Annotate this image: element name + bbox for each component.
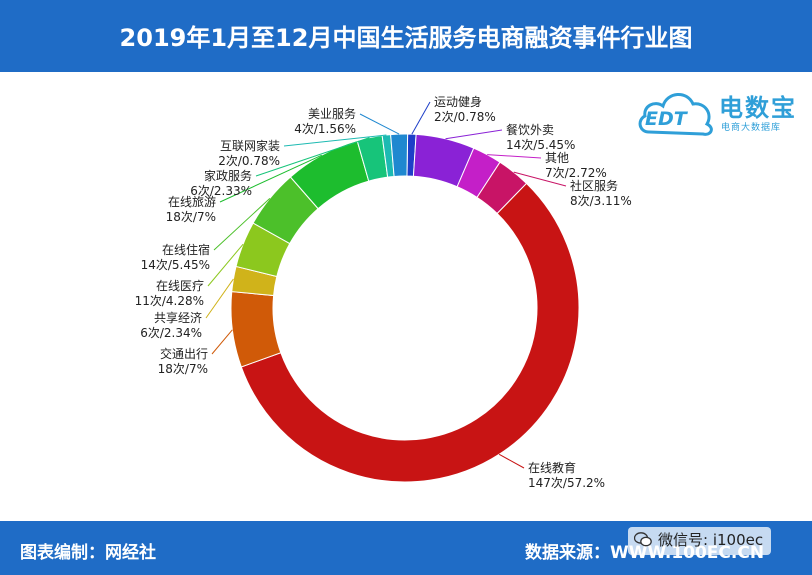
donut-chart: 运动健身2次/0.78%餐饮外卖14次/5.45%其他7次/2.72%社区服务8… xyxy=(135,94,632,490)
slice-label-name-6: 共享经济 xyxy=(154,310,202,325)
leader-line-4 xyxy=(498,453,525,469)
wechat-id: 微信号: i100ec xyxy=(658,531,764,549)
slice-label-value-12: 4次/1.56% xyxy=(294,122,356,136)
leader-line-7 xyxy=(207,243,244,287)
slice-label-name-10: 家政服务 xyxy=(204,168,252,183)
logo-mark: EDT xyxy=(645,108,687,130)
edt-logo: EDT 电数宝 电商大数据库 xyxy=(635,84,805,140)
leader-line-10 xyxy=(255,137,370,177)
slice-label-name-7: 在线医疗 xyxy=(156,279,204,293)
slice-label-value-5: 18次/7% xyxy=(158,362,208,376)
slice-label-name-0: 运动健身 xyxy=(434,94,482,109)
wechat-watermark: 微信号: i100ec xyxy=(628,527,772,555)
slice-label-value-1: 14次/5.45% xyxy=(506,138,575,152)
slice-label-name-9: 在线旅游 xyxy=(168,195,216,209)
slice-5 xyxy=(230,291,282,368)
slice-label-value-11: 2次/0.78% xyxy=(218,154,280,168)
slice-label-name-12: 美业服务 xyxy=(308,106,356,121)
leader-line-2 xyxy=(487,154,542,159)
slice-label-value-0: 2次/0.78% xyxy=(434,110,496,124)
chart-title: 2019年1月至12月中国生活服务电商融资事件行业图 xyxy=(119,24,693,52)
logo-brand: 电数宝 xyxy=(719,94,797,122)
slice-label-value-7: 11次/4.28% xyxy=(135,294,204,308)
slice-label-value-9: 18次/7% xyxy=(166,210,216,224)
leader-line-11 xyxy=(283,134,387,147)
slice-label-name-2: 其他 xyxy=(545,151,569,165)
leader-line-5 xyxy=(211,329,233,355)
slice-label-name-3: 社区服务 xyxy=(570,178,618,193)
slice-label-value-10: 6次/2.33% xyxy=(190,184,252,198)
slice-4 xyxy=(240,182,580,483)
leader-line-3 xyxy=(513,171,567,187)
leader-line-8 xyxy=(213,198,271,251)
slice-label-name-11: 互联网家装 xyxy=(220,138,280,153)
slice-label-value-6: 6次/2.34% xyxy=(140,326,202,340)
leader-line-12 xyxy=(359,113,400,135)
slice-label-name-4: 在线教育 xyxy=(528,460,576,475)
slice-label-value-4: 147次/57.2% xyxy=(528,476,605,490)
logo-subtitle: 电商大数据库 xyxy=(721,123,782,133)
header-bar: 2019年1月至12月中国生活服务电商融资事件行业图 xyxy=(0,0,812,72)
leader-line-9 xyxy=(219,154,323,203)
leader-line-1 xyxy=(445,129,503,140)
slice-label-value-3: 8次/3.11% xyxy=(570,194,632,208)
slice-label-name-5: 交通出行 xyxy=(160,346,208,361)
footer-compiler: 图表编制：网经社 xyxy=(20,543,156,563)
slice-12 xyxy=(390,133,409,177)
wechat-icon xyxy=(634,532,652,547)
slice-label-name-8: 在线住宿 xyxy=(162,242,210,257)
cloud-icon xyxy=(638,93,713,136)
slice-label-value-2: 7次/2.72% xyxy=(545,166,607,180)
slice-label-value-8: 14次/5.45% xyxy=(141,258,210,272)
leader-line-0 xyxy=(411,101,431,135)
slice-label-name-1: 餐饮外卖 xyxy=(506,122,554,137)
leader-line-6 xyxy=(205,278,234,319)
